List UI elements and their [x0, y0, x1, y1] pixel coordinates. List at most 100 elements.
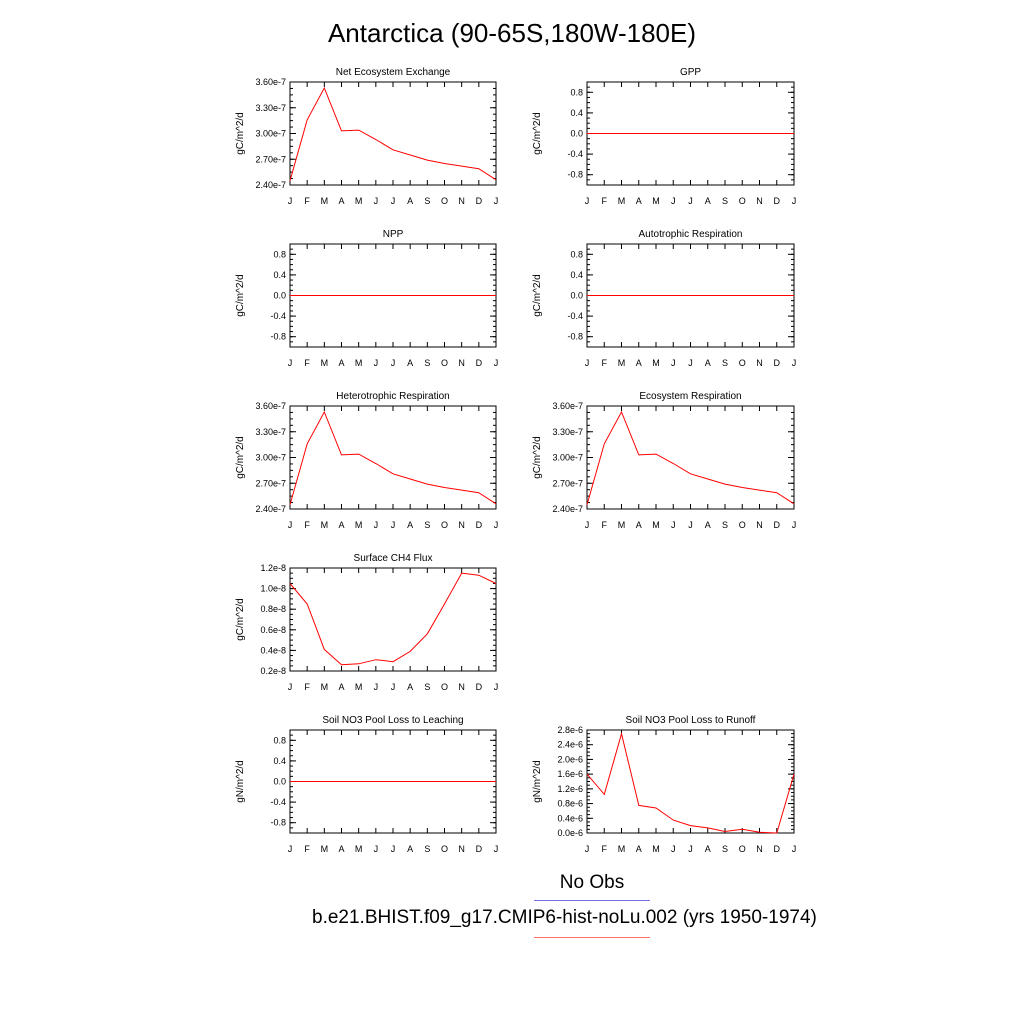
x-tick-label: J: [494, 196, 499, 206]
x-tick-label: S: [722, 844, 728, 854]
y-tick-label: 0.0: [273, 291, 286, 301]
x-tick-label: M: [652, 196, 660, 206]
plot-frame: [289, 567, 497, 672]
chart-panel: Soil NO3 Pool Loss to Leaching gN/m^2/d J F…: [235, 715, 498, 854]
y-tick-label: -0.4: [270, 311, 286, 321]
x-tick-label: M: [618, 196, 626, 206]
x-tick-label: N: [458, 844, 465, 854]
x-tick-label: A: [338, 844, 344, 854]
y-tick-label: 0.0: [273, 777, 286, 787]
x-tick-label: F: [304, 196, 310, 206]
x-tick-label: D: [774, 358, 781, 368]
y-tick-label: 3.60e-7: [255, 401, 286, 411]
legend-item-no-obs: No Obs: [534, 872, 650, 901]
y-tick-label: 2.40e-7: [255, 504, 286, 514]
series-line: [289, 572, 497, 666]
x-tick-label: J: [792, 358, 797, 368]
y-tick-label: 0.0e-6: [557, 828, 583, 838]
x-tick-label: F: [602, 196, 608, 206]
y-tick-label: -0.8: [270, 332, 286, 342]
y-tick-label: 2.40e-7: [552, 504, 583, 514]
x-tick-label: A: [636, 520, 642, 530]
x-tick-label: J: [585, 358, 590, 368]
x-tick-label: S: [424, 520, 430, 530]
y-tick-label: 0.6e-8: [260, 625, 286, 635]
x-tick-label: O: [739, 844, 746, 854]
legend-line: [534, 900, 650, 901]
y-tick-label: 2.4e-6: [557, 740, 583, 750]
x-tick-label: J: [585, 196, 590, 206]
x-tick-label: J: [792, 196, 797, 206]
y-tick-label: 0.0: [570, 291, 583, 301]
x-tick-label: M: [355, 682, 363, 692]
x-tick-label: S: [424, 682, 430, 692]
panel-title: Heterotrophic Respiration: [336, 391, 449, 402]
x-tick-label: J: [288, 196, 293, 206]
x-tick-label: J: [585, 520, 590, 530]
x-tick-label: D: [476, 520, 483, 530]
x-tick-label: D: [476, 196, 483, 206]
y-tick-label: 3.00e-7: [255, 453, 286, 463]
x-tick-label: M: [652, 844, 660, 854]
x-tick-label: A: [338, 358, 344, 368]
y-tick-label: 3.30e-7: [552, 427, 583, 437]
y-tick-label: -0.4: [567, 311, 583, 321]
x-tick-label: O: [441, 196, 448, 206]
x-tick-label: J: [688, 196, 693, 206]
panel-title: NPP: [383, 229, 404, 240]
x-tick-label: M: [355, 196, 363, 206]
x-tick-label: M: [652, 358, 660, 368]
x-tick-label: J: [374, 196, 379, 206]
y-tick-label: 0.8: [273, 249, 286, 259]
x-tick-label: S: [722, 520, 728, 530]
y-tick-label: 0.8e-8: [260, 604, 286, 614]
x-tick-label: M: [355, 358, 363, 368]
legend-line: [534, 937, 650, 938]
series-line: [289, 86, 497, 181]
x-tick-label: N: [756, 196, 763, 206]
x-tick-label: F: [304, 358, 310, 368]
legend-label: b.e21.BHIST.f09_g17.CMIP6-hist-noLu.002 …: [312, 907, 817, 928]
x-tick-label: F: [304, 520, 310, 530]
x-tick-label: N: [458, 682, 465, 692]
y-tick-label: 2.40e-7: [255, 180, 286, 190]
x-tick-label: O: [441, 682, 448, 692]
y-axis-label: gC/m^2/d: [532, 274, 543, 317]
x-tick-label: N: [756, 520, 763, 530]
y-tick-label: 0.8: [570, 249, 583, 259]
y-tick-label: 0.4e-8: [260, 645, 286, 655]
y-tick-label: 0.4: [273, 270, 286, 280]
y-tick-label: 2.8e-6: [557, 725, 583, 735]
y-tick-label: -0.4: [270, 797, 286, 807]
x-tick-label: A: [705, 196, 711, 206]
x-tick-label: J: [288, 520, 293, 530]
panel-title: Ecosystem Respiration: [639, 391, 741, 402]
x-tick-label: N: [458, 196, 465, 206]
x-tick-label: A: [636, 844, 642, 854]
x-tick-label: M: [321, 520, 329, 530]
series-line: [586, 410, 795, 505]
y-tick-label: -0.8: [270, 818, 286, 828]
y-tick-label: 1.6e-6: [557, 769, 583, 779]
x-tick-label: J: [671, 358, 676, 368]
x-tick-label: O: [441, 520, 448, 530]
page-title: Antarctica (90-65S,180W-180E): [327, 18, 697, 48]
y-tick-label: 3.00e-7: [255, 129, 286, 139]
x-tick-label: N: [756, 358, 763, 368]
x-tick-label: F: [304, 682, 310, 692]
y-tick-label: 3.00e-7: [552, 453, 583, 463]
y-tick-label: -0.8: [567, 332, 583, 342]
y-tick-label: 0.4: [273, 756, 286, 766]
y-axis-label: gC/m^2/d: [532, 436, 543, 479]
x-tick-label: S: [424, 844, 430, 854]
x-tick-label: N: [458, 520, 465, 530]
x-tick-label: J: [792, 844, 797, 854]
x-tick-label: J: [391, 844, 396, 854]
x-tick-label: M: [618, 844, 626, 854]
y-axis-label: gC/m^2/d: [235, 598, 246, 641]
x-tick-label: J: [671, 196, 676, 206]
x-tick-label: M: [618, 358, 626, 368]
